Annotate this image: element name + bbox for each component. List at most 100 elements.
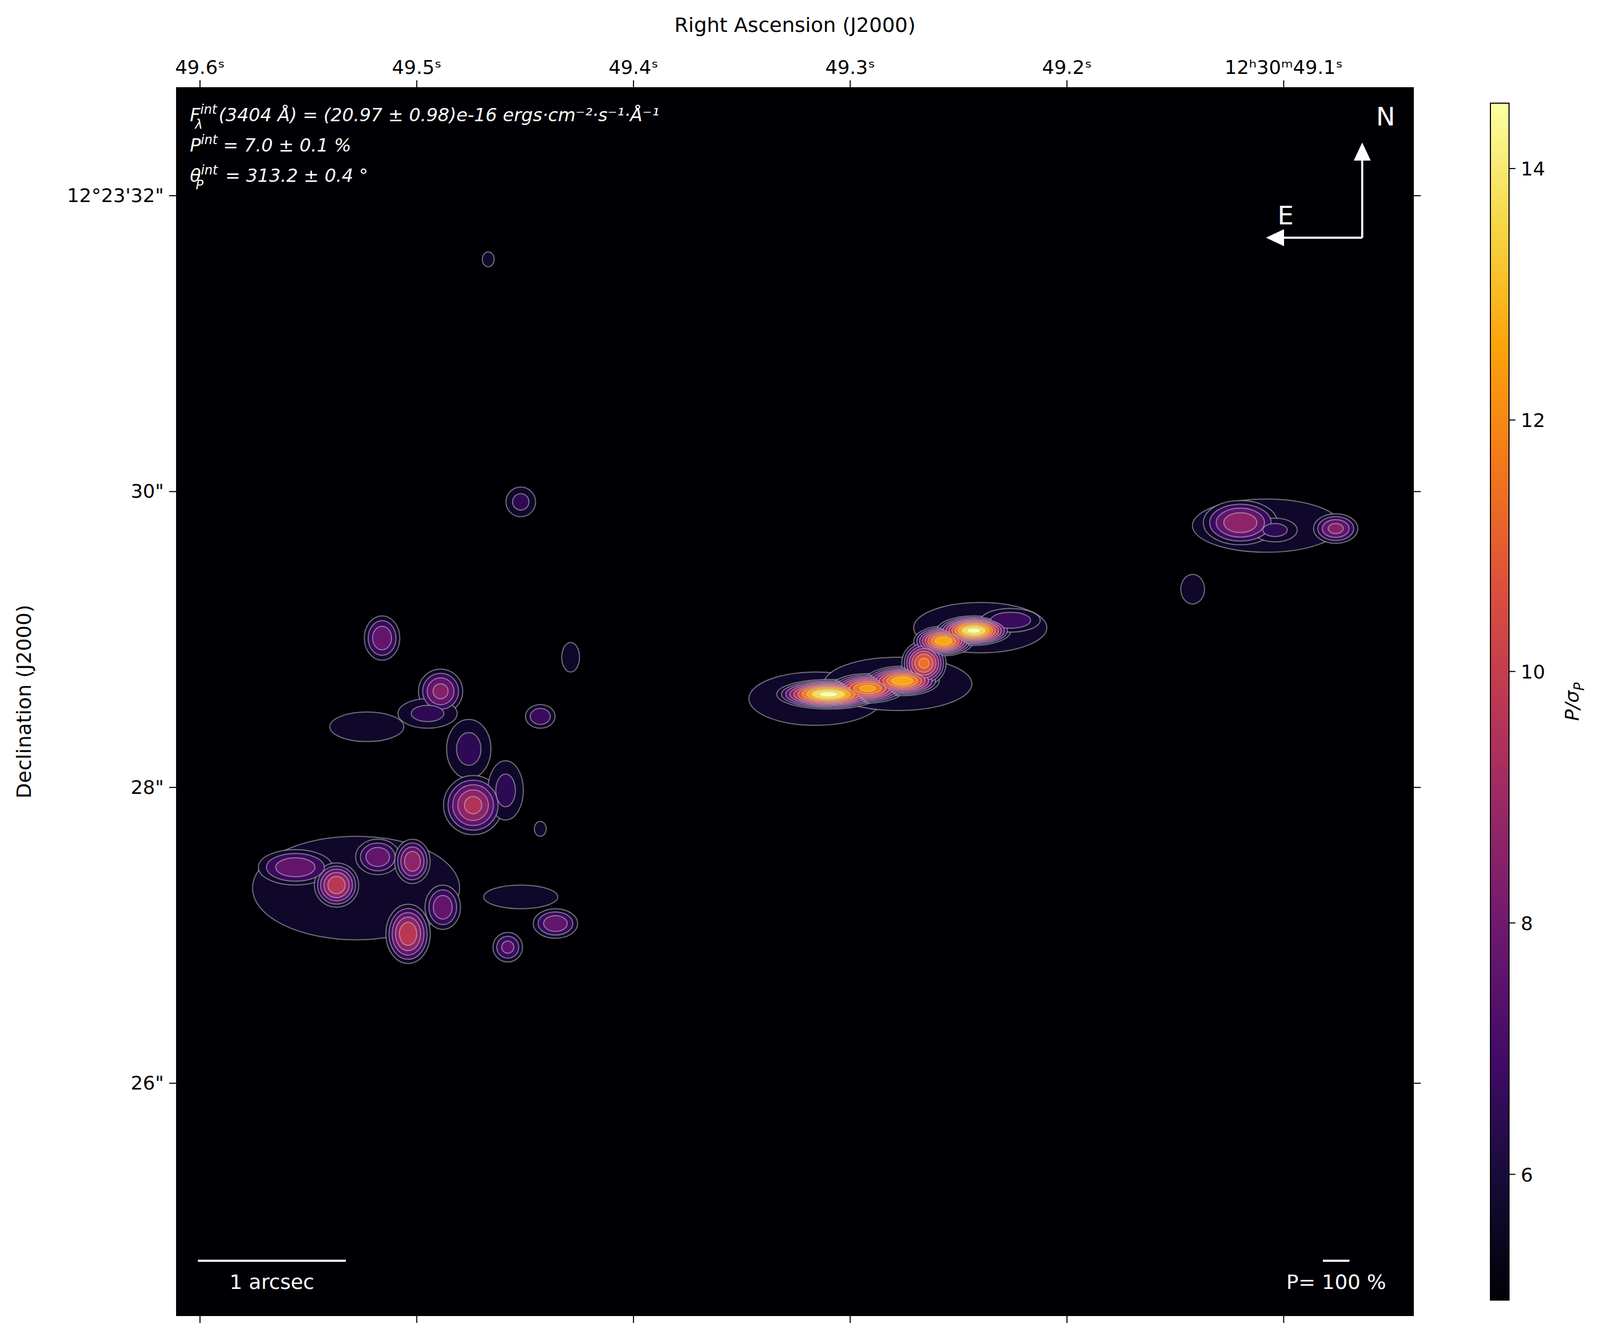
colorbar-tick-label: 8: [1520, 912, 1533, 935]
colorbar-label-sub: P: [1571, 682, 1588, 691]
region-contour: [819, 692, 838, 698]
x-tick: [415, 80, 418, 88]
region-contour: [482, 252, 495, 268]
x-tick-label: 49.3ˢ: [825, 56, 876, 79]
region-contour: [266, 853, 325, 882]
region-contour: [538, 912, 573, 936]
region-contour: [534, 821, 547, 837]
region-contour: [957, 624, 990, 637]
x-tick-label: 12ʰ30ᵐ49.1ˢ: [1224, 56, 1343, 79]
y-axis-label: Declination (J2000): [12, 604, 36, 799]
annotation-sub: P: [195, 177, 204, 193]
y-tick-label: 28": [130, 776, 164, 799]
y-tick-label: 12°23'32": [67, 184, 164, 207]
x-tick: [415, 1315, 418, 1324]
colorbar-tick: [1509, 1174, 1516, 1176]
region-contour: [427, 678, 454, 705]
y-tick: [1413, 787, 1421, 789]
colorbar-tick-label: 12: [1520, 409, 1546, 432]
region-contour: [967, 628, 981, 634]
region-contour: [327, 876, 346, 895]
x-tick-label: 49.2ˢ: [1042, 56, 1093, 79]
vector-scale-label: P= 100 %: [1286, 1270, 1387, 1295]
region-contour: [329, 712, 404, 743]
region-contour: [882, 673, 922, 689]
region-contour: [404, 851, 421, 872]
compass-label: N: [1376, 101, 1396, 132]
x-tick: [1282, 1315, 1285, 1324]
region-contour: [853, 682, 882, 695]
region-contour: [525, 704, 556, 729]
y-tick-label: 26": [130, 1072, 164, 1095]
region-contour: [505, 487, 536, 518]
colorbar: [1490, 103, 1510, 1301]
region-contour: [954, 623, 993, 639]
region-contour: [395, 917, 421, 952]
x-tick-label: 49.6ˢ: [175, 56, 225, 79]
region-contour: [400, 847, 424, 877]
region-contour: [493, 932, 523, 963]
annotation: Fintλ(3404 Å) = (20.97 ± 0.98)e-16 ergs·…: [189, 102, 660, 132]
compass-arrowhead: [1265, 229, 1285, 247]
annotation-text: = 7.0 ± 0.1 %: [217, 134, 352, 156]
region-contour: [1223, 512, 1257, 533]
annotation-sup: int: [201, 132, 219, 148]
region-contour: [501, 941, 514, 954]
region-contour: [533, 909, 578, 939]
region-contour: [952, 622, 996, 640]
region-contour: [806, 688, 851, 701]
region-contour: [1317, 516, 1354, 541]
region-contour: [456, 732, 481, 766]
region-contour: [397, 843, 428, 880]
x-axis-label: Right Ascension (J2000): [674, 13, 916, 37]
region-contour: [543, 915, 568, 932]
x-tick: [632, 1315, 635, 1324]
region-contour: [323, 872, 349, 898]
region-contour: [961, 626, 986, 636]
colorbar-tick: [1509, 419, 1516, 421]
annotation-text: = 313.2 ± 0.4 °: [219, 164, 369, 187]
colorbar-tick: [1509, 168, 1516, 170]
compass-arrowhead: [1353, 142, 1371, 161]
colorbar-tick: [1509, 922, 1516, 924]
region-contour: [428, 890, 457, 925]
colorbar-tick-label: 6: [1520, 1164, 1533, 1187]
region-contour: [1328, 523, 1344, 535]
region-contour: [392, 912, 424, 956]
y-tick: [1413, 1082, 1421, 1085]
region-contour: [364, 615, 400, 661]
y-tick: [169, 787, 177, 789]
frame: [176, 87, 1414, 1316]
region-contour: [495, 774, 516, 807]
region-contour: [388, 908, 428, 960]
region-contour: [394, 839, 431, 884]
region-contour: [385, 904, 430, 964]
y-tick: [169, 490, 177, 493]
region-contour: [530, 708, 551, 725]
region-contour: [484, 885, 558, 910]
vector-scale: [1322, 1260, 1350, 1263]
region-contour: [433, 895, 453, 920]
x-tick: [1066, 1315, 1068, 1324]
region-contour: [1180, 574, 1205, 605]
colorbar-tick-label: 14: [1520, 157, 1546, 180]
region-contour: [930, 635, 956, 648]
region-contour: [365, 847, 390, 868]
region-contour: [802, 686, 855, 702]
annotation-symbol: P: [189, 134, 202, 156]
region-contour: [368, 620, 396, 656]
x-tick: [849, 1315, 851, 1324]
y-tick: [169, 1082, 177, 1085]
x-tick-label: 49.4ˢ: [608, 56, 659, 79]
y-tick: [1413, 195, 1421, 197]
x-tick: [199, 1315, 201, 1324]
compass-label: E: [1277, 200, 1294, 231]
annotation-text: (3404 Å) = (20.97 ± 0.98)e-16 ergs·cm⁻²·…: [218, 104, 660, 126]
background: [0, 0, 1600, 1332]
region-contour: [512, 494, 530, 511]
region-contour: [425, 885, 461, 930]
annotation: Pint = 7.0 ± 0.1 %: [189, 132, 352, 156]
region-contour: [496, 936, 519, 959]
scale-bar-label: 1 arcsec: [229, 1270, 314, 1295]
region-contour: [457, 789, 489, 821]
